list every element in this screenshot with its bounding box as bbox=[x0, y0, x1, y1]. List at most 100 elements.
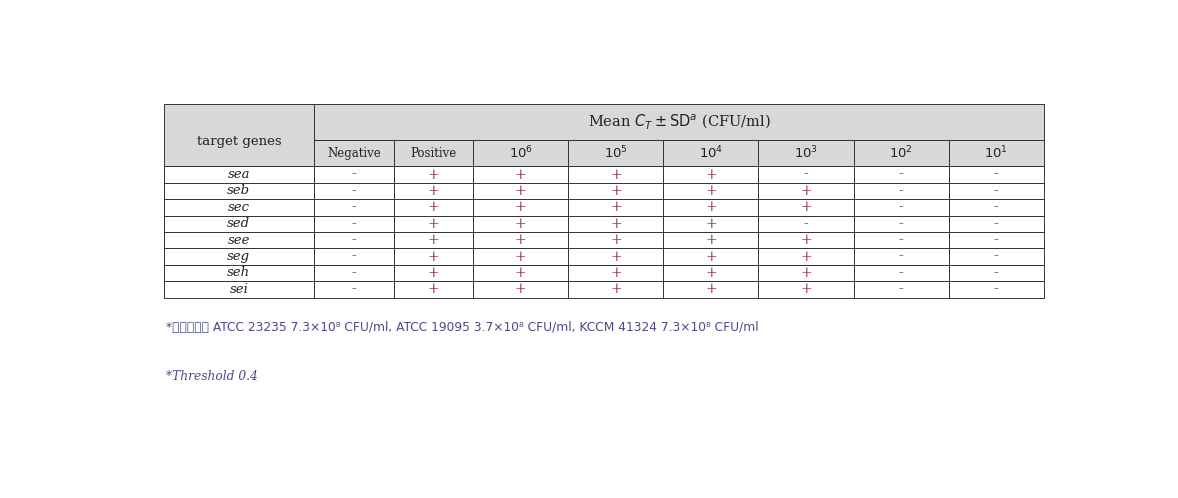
Text: +: + bbox=[515, 233, 527, 247]
Bar bbox=[393, 232, 474, 249]
Bar bbox=[854, 199, 948, 216]
Text: -: - bbox=[994, 184, 999, 198]
Text: -: - bbox=[351, 200, 356, 214]
Text: sec: sec bbox=[227, 201, 250, 214]
Text: seh: seh bbox=[227, 266, 251, 279]
Text: -: - bbox=[351, 266, 356, 280]
Bar bbox=[948, 265, 1044, 281]
Text: +: + bbox=[610, 282, 622, 296]
Bar bbox=[164, 265, 315, 281]
Text: +: + bbox=[610, 168, 622, 182]
Bar bbox=[568, 199, 663, 216]
Text: +: + bbox=[706, 233, 716, 247]
Text: -: - bbox=[994, 217, 999, 231]
Text: -: - bbox=[351, 217, 356, 231]
Bar bbox=[164, 216, 315, 232]
Text: +: + bbox=[610, 217, 622, 231]
Text: +: + bbox=[428, 200, 439, 214]
Text: target genes: target genes bbox=[197, 135, 282, 148]
Bar bbox=[663, 139, 759, 166]
Text: +: + bbox=[428, 217, 439, 231]
Text: +: + bbox=[706, 217, 716, 231]
Bar bbox=[393, 139, 474, 166]
Text: +: + bbox=[706, 168, 716, 182]
Bar bbox=[315, 232, 393, 249]
Bar bbox=[663, 249, 759, 265]
Text: -: - bbox=[994, 266, 999, 280]
Bar bbox=[854, 216, 948, 232]
Text: $10^{6}$: $10^{6}$ bbox=[509, 145, 532, 161]
Text: -: - bbox=[994, 282, 999, 296]
Text: $10^{1}$: $10^{1}$ bbox=[985, 145, 1008, 161]
Bar bbox=[568, 139, 663, 166]
Bar bbox=[474, 216, 568, 232]
Text: Negative: Negative bbox=[327, 146, 380, 159]
Text: Mean $\mathit{C}_{T}\pm\mathrm{SD}^{a}$ (CFU/ml): Mean $\mathit{C}_{T}\pm\mathrm{SD}^{a}$ … bbox=[588, 112, 770, 131]
Bar bbox=[393, 199, 474, 216]
Text: -: - bbox=[899, 266, 904, 280]
Text: sed: sed bbox=[227, 217, 251, 230]
Text: +: + bbox=[706, 184, 716, 198]
Text: -: - bbox=[994, 168, 999, 182]
Text: +: + bbox=[706, 249, 716, 263]
Text: -: - bbox=[994, 249, 999, 263]
Bar bbox=[854, 265, 948, 281]
Bar bbox=[759, 265, 854, 281]
Text: +: + bbox=[428, 266, 439, 280]
Text: sea: sea bbox=[227, 168, 250, 181]
Text: +: + bbox=[515, 168, 527, 182]
Text: seb: seb bbox=[227, 184, 251, 198]
Text: +: + bbox=[706, 266, 716, 280]
Text: +: + bbox=[800, 200, 812, 214]
Text: +: + bbox=[610, 249, 622, 263]
Bar bbox=[315, 183, 393, 199]
Bar bbox=[759, 199, 854, 216]
Bar bbox=[474, 139, 568, 166]
Bar bbox=[948, 183, 1044, 199]
Text: *Threshold 0.4: *Threshold 0.4 bbox=[166, 371, 258, 383]
Bar bbox=[759, 166, 854, 183]
Bar bbox=[568, 265, 663, 281]
Text: +: + bbox=[800, 266, 812, 280]
Text: -: - bbox=[899, 168, 904, 182]
Bar bbox=[164, 232, 315, 249]
Text: -: - bbox=[899, 282, 904, 296]
Text: -: - bbox=[803, 217, 808, 231]
Text: +: + bbox=[515, 200, 527, 214]
Text: -: - bbox=[351, 282, 356, 296]
Text: $10^{4}$: $10^{4}$ bbox=[699, 145, 723, 161]
Text: -: - bbox=[351, 168, 356, 182]
Text: *초기균수： ATCC 23235 7.3×10⁸ CFU/ml, ATCC 19095 3.7×10⁸ CFU/ml, KCCM 41324 7.3×10⁸ : *초기균수： ATCC 23235 7.3×10⁸ CFU/ml, ATCC 1… bbox=[166, 321, 759, 334]
Text: +: + bbox=[610, 266, 622, 280]
Text: -: - bbox=[899, 217, 904, 231]
Text: +: + bbox=[610, 184, 622, 198]
Bar bbox=[393, 183, 474, 199]
Bar bbox=[164, 199, 315, 216]
Text: +: + bbox=[800, 184, 812, 198]
Bar bbox=[759, 249, 854, 265]
Bar bbox=[393, 216, 474, 232]
Bar bbox=[568, 281, 663, 297]
Bar bbox=[663, 216, 759, 232]
Text: +: + bbox=[428, 184, 439, 198]
Text: -: - bbox=[899, 200, 904, 214]
Text: +: + bbox=[515, 249, 527, 263]
Text: +: + bbox=[610, 233, 622, 247]
Bar bbox=[474, 199, 568, 216]
Bar bbox=[948, 216, 1044, 232]
Text: -: - bbox=[803, 168, 808, 182]
Bar bbox=[315, 104, 1044, 139]
Bar bbox=[315, 249, 393, 265]
Text: $10^{2}$: $10^{2}$ bbox=[889, 145, 913, 161]
Bar bbox=[948, 199, 1044, 216]
Text: see: see bbox=[227, 234, 250, 247]
Text: +: + bbox=[428, 282, 439, 296]
Bar bbox=[315, 166, 393, 183]
Bar bbox=[663, 166, 759, 183]
Bar bbox=[568, 249, 663, 265]
Bar bbox=[663, 232, 759, 249]
Bar bbox=[568, 232, 663, 249]
Text: +: + bbox=[800, 249, 812, 263]
Bar bbox=[854, 166, 948, 183]
Text: sei: sei bbox=[230, 283, 249, 296]
